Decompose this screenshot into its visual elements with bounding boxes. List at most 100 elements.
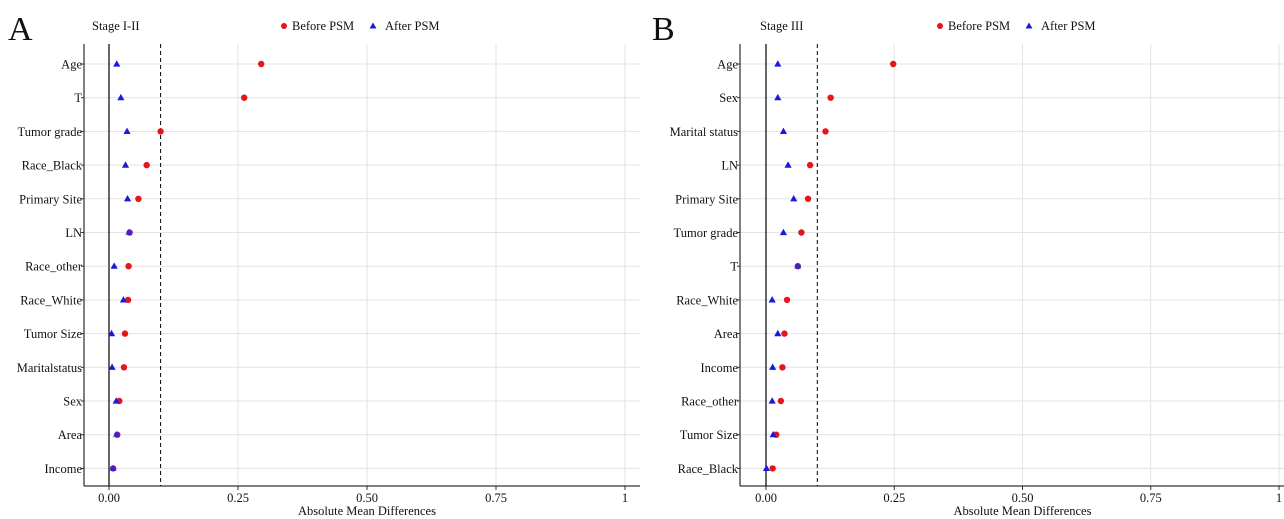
point-before-psm [143,161,150,169]
point-after-psm [769,430,777,438]
point-after-psm [107,329,116,337]
legend-before-label: Before PSM [948,19,1010,33]
legend-before-label: Before PSM [292,19,354,33]
panel-b: B Stage III Before PSM After PSM 0.00 0.25 0.5… [652,11,1284,518]
point-after-psm [768,397,776,404]
y-tick-label: Income [45,462,83,476]
y-tick-label: Sex [719,91,739,105]
point-before-psm [779,364,786,371]
panel-subtitle: Stage III [760,19,803,33]
legend-after-label: After PSM [385,19,440,33]
point-after-psm [774,93,782,101]
point-after-psm [768,296,776,303]
point-before-psm [135,195,142,202]
panel-letter: A [8,11,33,48]
x-tick-label: 0.50 [1012,491,1034,505]
point-after-psm [109,464,117,471]
point-after-psm [779,127,788,134]
y-tick-label: Tumor Size [680,428,739,442]
point-after-psm [113,60,121,67]
point-before-psm [827,94,834,101]
y-tick-label: Race_Black [22,159,83,173]
x-tick-label: 0.25 [227,491,249,505]
y-tick-label: Area [58,428,83,442]
y-tick-label: LN [721,159,738,173]
legend: Before PSM After PSM [281,19,440,33]
x-tick-label: 0.00 [755,491,777,505]
y-tick-label: LN [65,226,82,240]
x-tick-label: 0.00 [98,491,120,505]
point-before-psm [890,60,897,68]
legend-after-label: After PSM [1041,19,1096,33]
point-before-psm [781,330,788,337]
panel-a: A Stage I-II Before PSM After PSM 0.00 0.25 0.… [8,11,640,518]
point-before-psm [777,397,785,405]
point-before-psm [125,263,132,270]
point-before-psm [120,364,128,371]
y-tick-label: Primary Site [19,192,82,206]
point-before-psm [124,296,132,304]
y-tick-label: Tumor grade [18,125,83,139]
point-before-psm [769,465,776,472]
point-after-psm [119,296,128,303]
point-before-psm [121,330,129,337]
point-after-psm [125,228,133,236]
y-tick-label: T [74,91,82,105]
legend-after-marker [369,22,377,29]
y-tick-label: Income [701,361,739,375]
legend: Before PSM After PSM [937,19,1096,33]
x-tick-label: 0.25 [883,491,905,505]
x-axis-title: Absolute Mean Differences [298,504,436,518]
point-after-psm [774,60,782,67]
point-after-psm [790,195,798,202]
legend-after-marker [1025,22,1033,29]
y-tick-label: Marital status [670,125,739,139]
point-before-psm [806,161,814,169]
point-after-psm [110,262,118,269]
point-after-psm [117,93,125,101]
point-before-psm [258,60,265,68]
y-tick-label: Primary Site [675,192,738,206]
point-after-psm [112,430,120,438]
x-axis-title: Absolute Mean Differences [954,504,1092,518]
x-tick-label: 1 [622,491,628,505]
y-tick-label: Sex [63,395,83,409]
y-tick-label: Race_other [681,395,739,409]
point-after-psm [769,363,777,370]
point-after-psm [112,397,120,404]
point-after-psm [123,127,131,134]
y-tick-label: T [730,260,738,274]
y-tick-label: Maritalstatus [17,361,82,375]
y-tick-label: Age [717,58,738,72]
y-tick-label: Race_Black [678,462,739,476]
x-tick-label: 0.75 [485,491,507,505]
legend-before-marker [281,23,287,29]
y-tick-label: Area [714,327,739,341]
point-after-psm [123,195,132,202]
x-tick-label: 0.50 [356,491,378,505]
point-before-psm [804,195,812,202]
point-before-psm [157,128,164,135]
x-tick-label: 1 [1276,491,1282,505]
y-tick-label: Tumor grade [674,226,739,240]
y-tick-label: Race_other [25,260,83,274]
panel-subtitle: Stage I-II [92,19,140,33]
legend-before-marker [937,23,943,29]
point-after-psm [108,363,116,370]
point-after-psm [779,228,788,236]
point-after-psm [784,161,792,168]
point-before-psm [240,94,248,101]
x-tick-label: 0.75 [1140,491,1162,505]
point-before-psm [822,128,829,135]
y-tick-label: Age [61,58,82,72]
y-tick-label: Race_White [676,293,738,307]
point-after-psm [762,464,771,471]
point-after-psm [774,329,782,337]
panel-letter: B [652,11,675,48]
point-after-psm [121,161,130,168]
point-before-psm [783,296,791,304]
point-before-psm [798,229,805,236]
y-tick-label: Tumor Size [24,327,83,341]
y-tick-label: Race_White [20,293,82,307]
